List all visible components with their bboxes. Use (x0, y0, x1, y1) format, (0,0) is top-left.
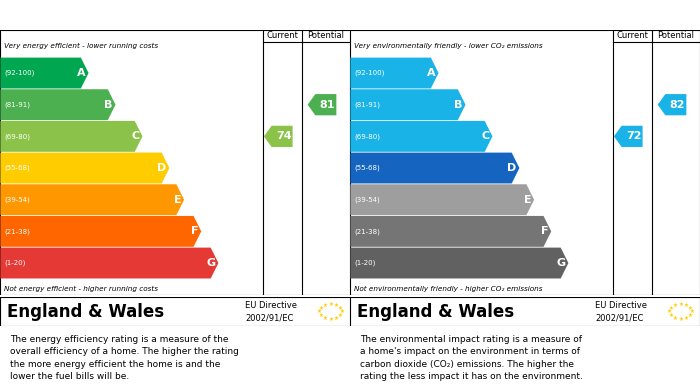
Text: Not energy efficient - higher running costs: Not energy efficient - higher running co… (4, 286, 158, 292)
Text: (21-38): (21-38) (354, 228, 380, 235)
Text: ★: ★ (338, 306, 343, 310)
Text: ★: ★ (328, 302, 333, 307)
Polygon shape (264, 126, 293, 147)
Polygon shape (658, 94, 686, 115)
Text: A: A (77, 68, 85, 78)
Text: ★: ★ (667, 309, 672, 314)
Polygon shape (0, 184, 184, 215)
Text: D: D (508, 163, 517, 173)
Text: ★: ★ (318, 313, 323, 318)
Text: ★: ★ (684, 316, 689, 321)
Text: ★: ★ (678, 317, 683, 322)
Text: ★: ★ (334, 316, 339, 321)
Text: Current: Current (616, 31, 648, 40)
Text: E: E (174, 195, 181, 205)
Text: D: D (158, 163, 167, 173)
Text: ★: ★ (318, 306, 323, 310)
Text: (92-100): (92-100) (354, 70, 384, 76)
Text: The environmental impact rating is a measure of
a home's impact on the environme: The environmental impact rating is a mea… (360, 335, 583, 381)
Polygon shape (351, 248, 568, 278)
Text: (69-80): (69-80) (4, 133, 30, 140)
Polygon shape (614, 126, 643, 147)
Text: ★: ★ (668, 313, 673, 318)
Text: Potential: Potential (307, 31, 344, 40)
Text: ★: ★ (334, 303, 339, 308)
Text: C: C (482, 131, 490, 142)
Polygon shape (351, 57, 438, 88)
Polygon shape (307, 94, 337, 115)
Text: (55-68): (55-68) (354, 165, 380, 171)
Text: Environmental Impact (CO₂) Rating: Environmental Impact (CO₂) Rating (355, 8, 601, 22)
Text: C: C (132, 131, 140, 142)
Text: ★: ★ (690, 309, 694, 314)
Text: ★: ★ (323, 316, 328, 321)
Text: (69-80): (69-80) (354, 133, 380, 140)
Text: 72: 72 (626, 131, 642, 142)
Text: 74: 74 (276, 131, 292, 142)
Text: (39-54): (39-54) (4, 196, 30, 203)
Text: Very energy efficient - lower running costs: Very energy efficient - lower running co… (4, 43, 158, 49)
Text: 82: 82 (670, 100, 685, 110)
Polygon shape (351, 89, 466, 120)
Text: ★: ★ (317, 309, 322, 314)
Text: (1-20): (1-20) (354, 260, 376, 266)
Text: B: B (104, 100, 113, 110)
Text: (81-91): (81-91) (354, 101, 380, 108)
Text: ★: ★ (338, 313, 343, 318)
Polygon shape (351, 216, 552, 247)
Text: (55-68): (55-68) (4, 165, 30, 171)
Text: G: G (556, 258, 566, 268)
Text: ★: ★ (688, 313, 693, 318)
Text: Very environmentally friendly - lower CO₂ emissions: Very environmentally friendly - lower CO… (354, 43, 542, 49)
Text: (39-54): (39-54) (354, 196, 380, 203)
Text: A: A (427, 68, 435, 78)
Polygon shape (0, 57, 88, 88)
Polygon shape (0, 216, 202, 247)
Text: ★: ★ (328, 317, 333, 322)
Text: EU Directive
2002/91/EC: EU Directive 2002/91/EC (245, 301, 297, 322)
Polygon shape (351, 121, 493, 152)
Text: Energy Efficiency Rating: Energy Efficiency Rating (6, 8, 177, 22)
Text: (81-91): (81-91) (4, 101, 30, 108)
Text: B: B (454, 100, 463, 110)
Text: ★: ★ (684, 303, 689, 308)
Text: EU Directive
2002/91/EC: EU Directive 2002/91/EC (595, 301, 647, 322)
Text: ★: ★ (678, 302, 683, 307)
Text: (92-100): (92-100) (4, 70, 34, 76)
Text: 81: 81 (320, 100, 335, 110)
Polygon shape (351, 184, 534, 215)
Polygon shape (0, 152, 169, 183)
Text: ★: ★ (673, 316, 678, 321)
Polygon shape (0, 121, 143, 152)
Polygon shape (351, 152, 519, 183)
Text: Not environmentally friendly - higher CO₂ emissions: Not environmentally friendly - higher CO… (354, 286, 542, 292)
Text: Current: Current (266, 31, 298, 40)
Polygon shape (0, 248, 218, 278)
Text: ★: ★ (688, 306, 693, 310)
Text: (1-20): (1-20) (4, 260, 26, 266)
Text: The energy efficiency rating is a measure of the
overall efficiency of a home. T: The energy efficiency rating is a measur… (10, 335, 239, 381)
Text: Potential: Potential (657, 31, 694, 40)
Text: F: F (191, 226, 199, 237)
Polygon shape (0, 89, 116, 120)
Text: F: F (541, 226, 549, 237)
Text: ★: ★ (340, 309, 344, 314)
Text: ★: ★ (668, 306, 673, 310)
Text: (21-38): (21-38) (4, 228, 30, 235)
Text: ★: ★ (323, 303, 328, 308)
Text: ★: ★ (673, 303, 678, 308)
Text: England & Wales: England & Wales (7, 303, 164, 321)
Text: G: G (206, 258, 216, 268)
Text: England & Wales: England & Wales (357, 303, 514, 321)
Text: E: E (524, 195, 531, 205)
